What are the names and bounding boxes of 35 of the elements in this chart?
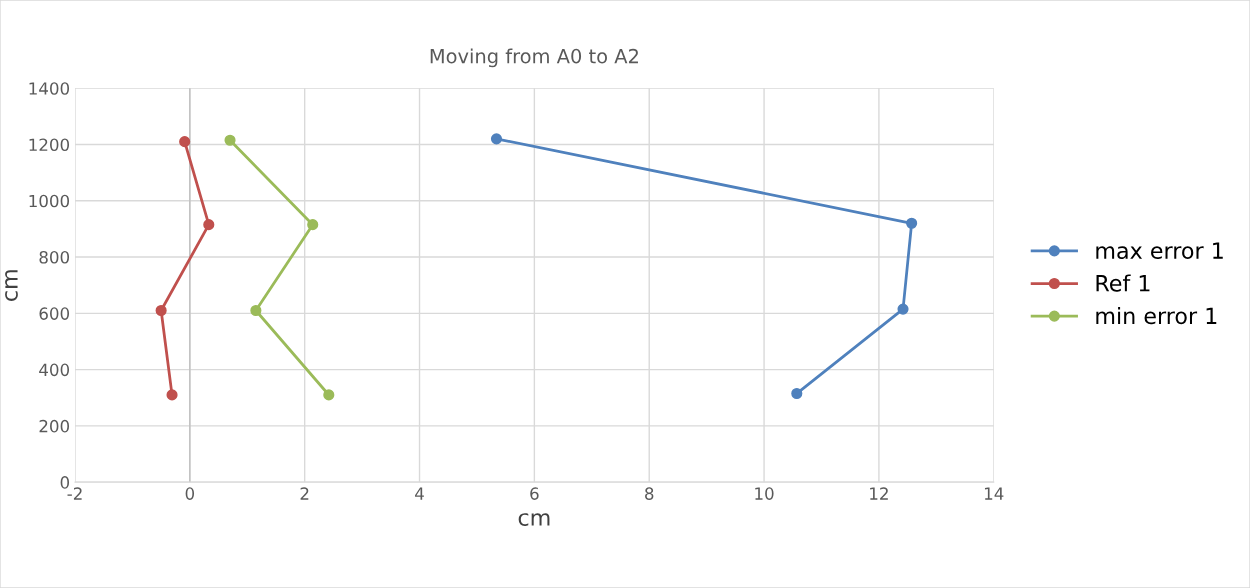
- point: [791, 387, 803, 400]
- legend-label: Ref 1: [1096, 274, 1150, 292]
- y-tick-label: 400: [39, 363, 70, 377]
- point: [166, 389, 178, 401]
- x-axis-title: cm: [518, 513, 550, 526]
- point: [897, 303, 909, 315]
- y-tick-label: 800: [39, 251, 70, 264]
- y-tick-label: 1200: [29, 138, 70, 152]
- y-tick-label: 0: [60, 476, 70, 489]
- x-tick-label: 8: [645, 487, 654, 500]
- x-tick-label: 12: [870, 487, 888, 500]
- y-tick-label: 600: [39, 307, 70, 320]
- x-tick-label: 2: [300, 487, 309, 500]
- chart-title: Moving from A0 to A2: [430, 48, 638, 68]
- y-tick-label: 1400: [29, 82, 70, 95]
- point: [179, 136, 191, 148]
- x-tick-label: 14: [984, 487, 1004, 500]
- y-axis-title: cm: [5, 270, 18, 301]
- point: [490, 133, 503, 145]
- point: [155, 304, 167, 317]
- point: [323, 389, 335, 401]
- x-tick-label: 10: [755, 487, 774, 500]
- x-tick-label: 0: [185, 487, 195, 500]
- point: [250, 304, 262, 317]
- point: [906, 217, 918, 229]
- x-tick-label: -2: [67, 487, 82, 500]
- y-tick-label: 200: [39, 419, 70, 433]
- x-tick-label: 6: [530, 487, 539, 500]
- x-tick-label: 4: [415, 487, 424, 500]
- point: [307, 219, 319, 231]
- point: [224, 134, 236, 146]
- point: [203, 219, 215, 231]
- legend-label: min error 1: [1096, 307, 1217, 325]
- y-tick-label: 1000: [29, 194, 70, 208]
- legend-label: max error 1: [1096, 242, 1223, 260]
